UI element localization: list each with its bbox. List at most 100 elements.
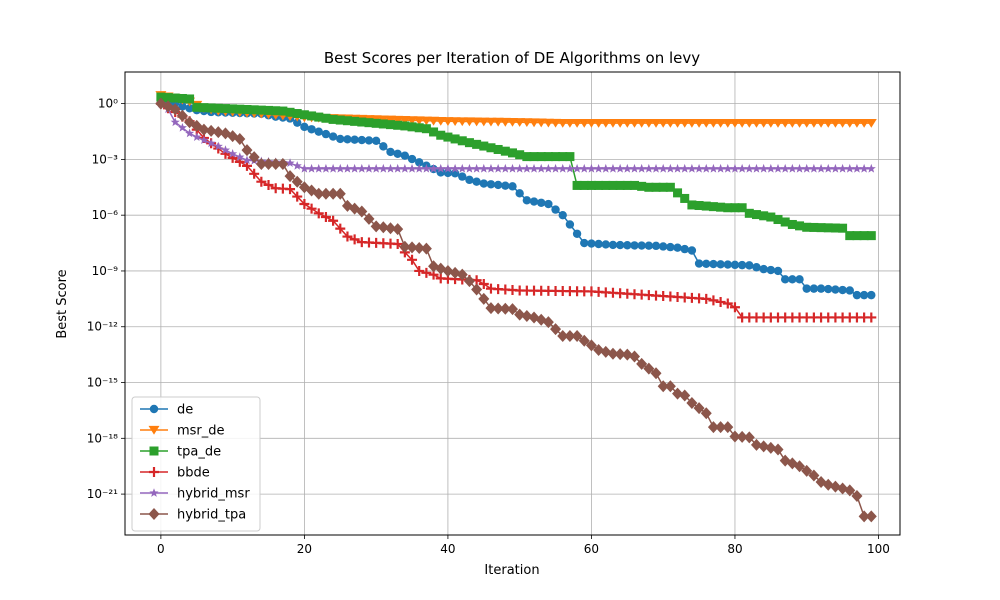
data-point-hybrid_msr: [228, 149, 238, 158]
data-point-tpa_de: [472, 139, 482, 149]
data-point-de: [651, 241, 661, 251]
data-point-bbde: [471, 275, 482, 286]
data-point-hybrid_msr: [866, 163, 876, 173]
data-point-hybrid_tpa: [392, 223, 404, 236]
data-point-hybrid_msr: [292, 161, 302, 170]
data-point-hybrid_msr: [651, 163, 661, 173]
data-point-de: [702, 259, 711, 268]
y-tick-label: 10⁻²¹: [87, 487, 118, 501]
data-point-msr_de: [779, 119, 791, 128]
data-point-hybrid_msr: [378, 163, 388, 173]
data-point-hybrid_tpa: [234, 132, 246, 145]
data-point-bbde: [737, 312, 748, 323]
data-point-de: [716, 260, 725, 269]
data-point-hybrid_msr: [385, 163, 396, 173]
data-point-hybrid_msr: [737, 163, 747, 173]
data-point-hybrid_msr: [723, 163, 733, 173]
data-point-hybrid_tpa: [514, 308, 526, 321]
data-point-bbde: [328, 215, 339, 226]
legend-entry-msr_de: msr_de: [140, 424, 225, 439]
legend-entry-hybrid_msr: hybrid_msr: [140, 487, 250, 502]
data-point-msr_de: [736, 119, 748, 128]
data-point-hybrid_msr: [242, 155, 252, 165]
data-point-tpa_de: [486, 143, 496, 153]
data-point-hybrid_msr: [493, 163, 503, 173]
data-point-bbde: [292, 191, 303, 202]
data-point-hybrid_msr: [342, 163, 353, 173]
data-point-de: [824, 284, 833, 294]
data-point-bbde: [500, 284, 511, 295]
data-point-bbde: [493, 284, 504, 295]
data-point-hybrid_tpa: [212, 126, 224, 139]
data-point-hybrid_msr: [357, 163, 367, 173]
data-point-hybrid_msr: [335, 163, 345, 173]
data-point-bbde: [335, 223, 346, 234]
data-point-tpa_de: [299, 110, 309, 120]
data-point-msr_de: [492, 117, 504, 127]
y-tick-label: 10⁻¹²: [87, 320, 118, 334]
data-point-msr_de: [428, 116, 440, 126]
data-point-de: [859, 290, 869, 300]
data-point-de: [838, 285, 847, 295]
data-point-bbde: [607, 287, 618, 298]
data-point-de: [307, 125, 316, 134]
data-point-bbde: [773, 312, 784, 323]
data-point-tpa_de: [601, 180, 611, 190]
data-point-msr_de: [707, 119, 719, 128]
data-point-tpa_de: [795, 221, 805, 231]
data-point-tpa_de: [608, 180, 618, 190]
data-point-msr_de: [471, 117, 483, 127]
data-point-bbde: [213, 143, 224, 154]
data-point-bbde: [787, 312, 798, 323]
data-point-hybrid_tpa: [406, 241, 418, 254]
data-point-hybrid_msr: [364, 163, 374, 173]
data-point-de: [544, 199, 553, 209]
data-point-de: [802, 284, 811, 293]
data-point-tpa_de: [687, 200, 697, 210]
data-point-hybrid_msr: [701, 163, 711, 173]
data-point-msr_de: [557, 119, 569, 128]
data-point-tpa_de: [565, 152, 575, 162]
data-point-de: [357, 135, 367, 145]
data-point-hybrid_tpa: [499, 302, 511, 315]
data-point-de: [458, 172, 467, 181]
legend-entry-tpa_de: tpa_de: [140, 445, 221, 460]
data-point-hybrid_msr: [830, 163, 840, 173]
data-point-bbde: [392, 238, 403, 249]
data-point-hybrid_msr: [766, 163, 776, 173]
data-point-hybrid_msr: [594, 163, 604, 173]
data-point-de: [493, 180, 503, 190]
data-point-de: [371, 136, 381, 145]
data-point-bbde: [407, 254, 418, 265]
data-point-bbde: [708, 295, 719, 306]
data-point-msr_de: [550, 118, 562, 128]
data-point-de: [336, 134, 345, 144]
data-point-bbde: [550, 285, 561, 296]
data-point-tpa_de: [235, 104, 245, 114]
data-point-tpa_de: [271, 106, 281, 116]
data-point-msr_de: [829, 119, 841, 128]
data-point-bbde: [285, 184, 296, 195]
data-point-hybrid_msr: [794, 163, 805, 173]
data-point-bbde: [672, 291, 683, 302]
data-point-hybrid_tpa: [270, 158, 282, 171]
data-point-de: [537, 198, 546, 207]
data-point-msr_de: [535, 118, 547, 128]
data-point-hybrid_msr: [299, 163, 309, 173]
data-point-msr_de: [693, 119, 705, 128]
data-point-msr_de: [413, 116, 425, 126]
data-point-bbde: [658, 291, 669, 302]
data-point-bbde: [844, 312, 855, 323]
data-point-hybrid_msr: [536, 163, 546, 173]
y-tick-label: 10⁻⁹: [92, 264, 119, 278]
data-point-msr_de: [564, 119, 576, 128]
data-point-bbde: [629, 289, 640, 300]
data-point-tpa_de: [845, 231, 855, 241]
data-point-hybrid_msr: [457, 163, 467, 173]
data-point-bbde: [342, 231, 353, 242]
data-point-msr_de: [507, 117, 518, 127]
data-point-tpa_de: [694, 201, 704, 211]
data-point-hybrid_tpa: [291, 175, 303, 188]
x-tick-label: 20: [297, 542, 312, 556]
